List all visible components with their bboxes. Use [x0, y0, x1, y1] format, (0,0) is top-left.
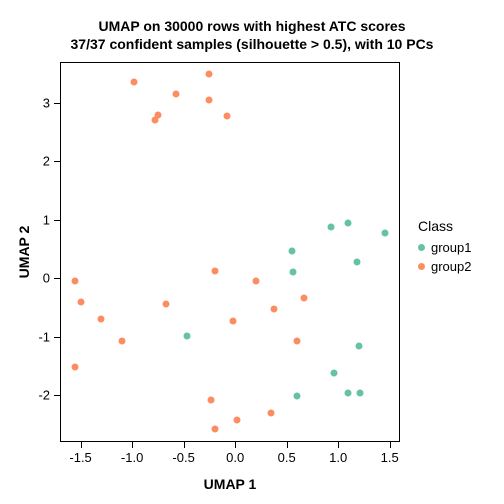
data-point	[293, 393, 300, 400]
data-point	[288, 247, 295, 254]
x-tick-mark	[390, 442, 391, 448]
data-point	[173, 91, 180, 98]
x-tick-label: 1.5	[381, 450, 399, 465]
data-point	[381, 229, 388, 236]
data-point	[208, 396, 215, 403]
plot-area	[60, 62, 400, 442]
x-tick-mark	[132, 442, 133, 448]
x-tick-label: -1.0	[121, 450, 143, 465]
y-tick-label: -1	[28, 329, 50, 344]
y-tick-mark	[54, 161, 60, 162]
y-axis-label: UMAP 2	[16, 192, 32, 312]
data-point	[331, 370, 338, 377]
data-point	[211, 267, 218, 274]
y-tick-mark	[54, 103, 60, 104]
x-axis-label: UMAP 1	[204, 476, 257, 492]
data-point	[72, 277, 79, 284]
legend-title: Class	[418, 218, 471, 234]
x-tick-label: -0.5	[172, 450, 194, 465]
x-tick-label: -1.5	[69, 450, 91, 465]
data-point	[72, 364, 79, 371]
data-point	[211, 426, 218, 433]
data-point	[268, 409, 275, 416]
data-point	[234, 416, 241, 423]
data-point	[356, 389, 363, 396]
y-tick-label: 1	[28, 212, 50, 227]
x-tick-mark	[184, 442, 185, 448]
data-point	[98, 315, 105, 322]
legend-label: group2	[431, 259, 471, 274]
data-point	[206, 97, 213, 104]
data-point	[289, 269, 296, 276]
x-tick-label: 0.5	[278, 450, 296, 465]
x-tick-mark	[338, 442, 339, 448]
x-tick-label: 1.0	[329, 450, 347, 465]
legend-swatch	[418, 263, 425, 270]
x-tick-label: 0.0	[226, 450, 244, 465]
data-point	[163, 301, 170, 308]
chart-title-line2: 37/37 confident samples (silhouette > 0.…	[0, 36, 504, 52]
data-point	[206, 70, 213, 77]
data-point	[293, 337, 300, 344]
data-point	[118, 337, 125, 344]
x-tick-mark	[235, 442, 236, 448]
y-tick-mark	[54, 395, 60, 396]
chart-stage: UMAP on 30000 rows with highest ATC scor…	[0, 0, 504, 504]
x-tick-mark	[287, 442, 288, 448]
chart-title-line1: UMAP on 30000 rows with highest ATC scor…	[0, 18, 504, 34]
legend-swatch	[418, 244, 425, 251]
data-point	[271, 305, 278, 312]
data-point	[345, 219, 352, 226]
data-point	[230, 317, 237, 324]
legend: Class group1 group2	[418, 218, 471, 278]
y-tick-mark	[54, 278, 60, 279]
legend-item: group2	[418, 259, 471, 274]
legend-item: group1	[418, 240, 471, 255]
data-point	[77, 298, 84, 305]
data-point	[345, 390, 352, 397]
data-point	[154, 111, 161, 118]
y-tick-label: -2	[28, 388, 50, 403]
y-tick-mark	[54, 220, 60, 221]
data-point	[327, 224, 334, 231]
data-point	[252, 277, 259, 284]
data-point	[131, 79, 138, 86]
x-tick-mark	[81, 442, 82, 448]
y-tick-label: 0	[28, 271, 50, 286]
y-tick-label: 3	[28, 95, 50, 110]
data-point	[301, 294, 308, 301]
data-point	[183, 333, 190, 340]
data-point	[353, 258, 360, 265]
y-tick-label: 2	[28, 154, 50, 169]
data-point	[355, 342, 362, 349]
data-point	[223, 112, 230, 119]
legend-label: group1	[431, 240, 471, 255]
y-tick-mark	[54, 337, 60, 338]
